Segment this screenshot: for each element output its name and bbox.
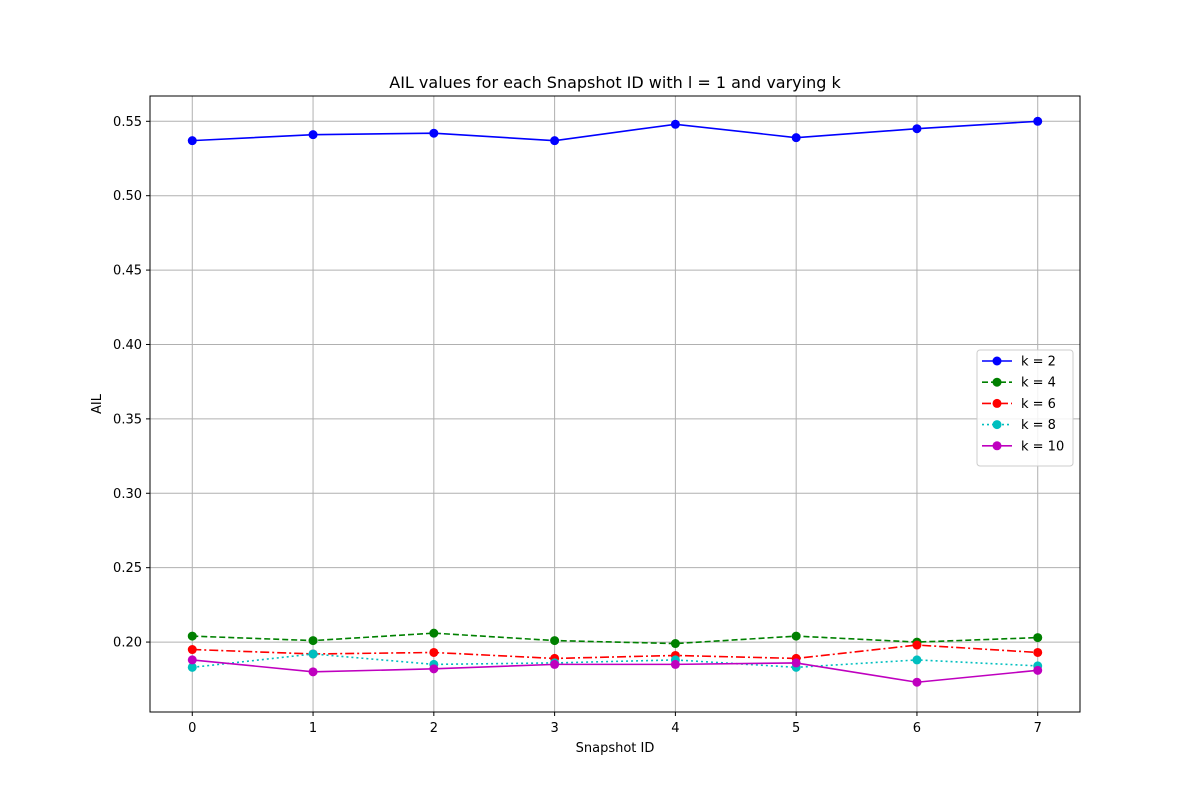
x-tick-label: 1 (309, 721, 317, 736)
data-point (670, 659, 680, 669)
series-line (192, 632, 1038, 645)
x-tick-label: 2 (430, 721, 438, 736)
data-point (187, 631, 197, 641)
plot-area-frame (149, 95, 1081, 713)
data-point (308, 649, 318, 659)
x-tick-label: 0 (188, 721, 196, 736)
legend-entry-label: k = 2 (1021, 355, 1056, 370)
data-point (912, 655, 922, 665)
data-point (912, 677, 922, 687)
legend: k = 2 k = 4 k = 6 k = 8 k = 10 (976, 349, 1074, 467)
legend-marker (992, 377, 1002, 387)
series-5 (187, 655, 1043, 687)
y-axis-label: AIL (90, 393, 105, 414)
x-tick-label: 4 (671, 721, 679, 736)
data-point (308, 636, 318, 646)
x-tick-label: 5 (792, 721, 800, 736)
grid (150, 96, 1080, 712)
data-point (791, 658, 801, 668)
ticks: 0 1 2 3 4 5 6 7 0.20 0.25 0.30 0.35 0.40 0.45 0.50 0.55 (113, 115, 1042, 736)
x-tick-label: 7 (1034, 721, 1042, 736)
x-axis-label: Snapshot ID (576, 741, 655, 756)
y-tick-label: 0.25 (113, 561, 142, 576)
x-tick-label: 6 (913, 721, 921, 736)
legend-entry-label: k = 10 (1021, 439, 1064, 454)
series-line (192, 653, 1038, 669)
data-point (1033, 665, 1043, 675)
data-point (670, 639, 680, 649)
chart-title: AIL values for each Snapshot ID with l =… (389, 73, 841, 92)
y-tick-label: 0.40 (113, 338, 142, 353)
y-tick-label: 0.45 (113, 264, 142, 279)
data-point (187, 655, 197, 665)
data-point (550, 136, 560, 146)
data-point (1033, 633, 1043, 643)
legend-marker (992, 356, 1002, 366)
legend-entry-label: k = 4 (1021, 376, 1056, 391)
data-point (429, 647, 439, 657)
x-tick-label: 3 (550, 721, 558, 736)
data-point (187, 662, 197, 672)
data-point (429, 628, 439, 638)
data-point (791, 631, 801, 641)
data-point (308, 667, 318, 677)
series-line (192, 120, 1038, 142)
legend-box (976, 349, 1074, 467)
data-point (670, 119, 680, 129)
legend-marker (992, 398, 1002, 408)
data-point (550, 636, 560, 646)
data-point (791, 133, 801, 143)
y-tick-label: 0.20 (113, 636, 142, 651)
data-point (550, 659, 560, 669)
series-1 (187, 116, 1043, 146)
y-tick-label: 0.35 (113, 412, 142, 427)
series-2 (187, 628, 1043, 649)
data-point (187, 136, 197, 146)
data-point (912, 124, 922, 134)
legend-entry-label: k = 8 (1021, 418, 1056, 433)
data-point (308, 130, 318, 140)
data-point (912, 640, 922, 650)
series-line (192, 644, 1038, 660)
y-tick-label: 0.30 (113, 487, 142, 502)
data-point (187, 645, 197, 655)
legend-entry-label: k = 6 (1021, 397, 1056, 412)
data-point (429, 128, 439, 138)
legend-marker (992, 420, 1002, 430)
y-tick-label: 0.55 (113, 115, 142, 130)
series-layer (187, 116, 1043, 687)
data-point (429, 664, 439, 674)
series-line (192, 659, 1038, 684)
y-tick-label: 0.50 (113, 189, 142, 204)
legend-marker (992, 441, 1002, 451)
data-point (1033, 647, 1043, 657)
data-point (1033, 116, 1043, 126)
